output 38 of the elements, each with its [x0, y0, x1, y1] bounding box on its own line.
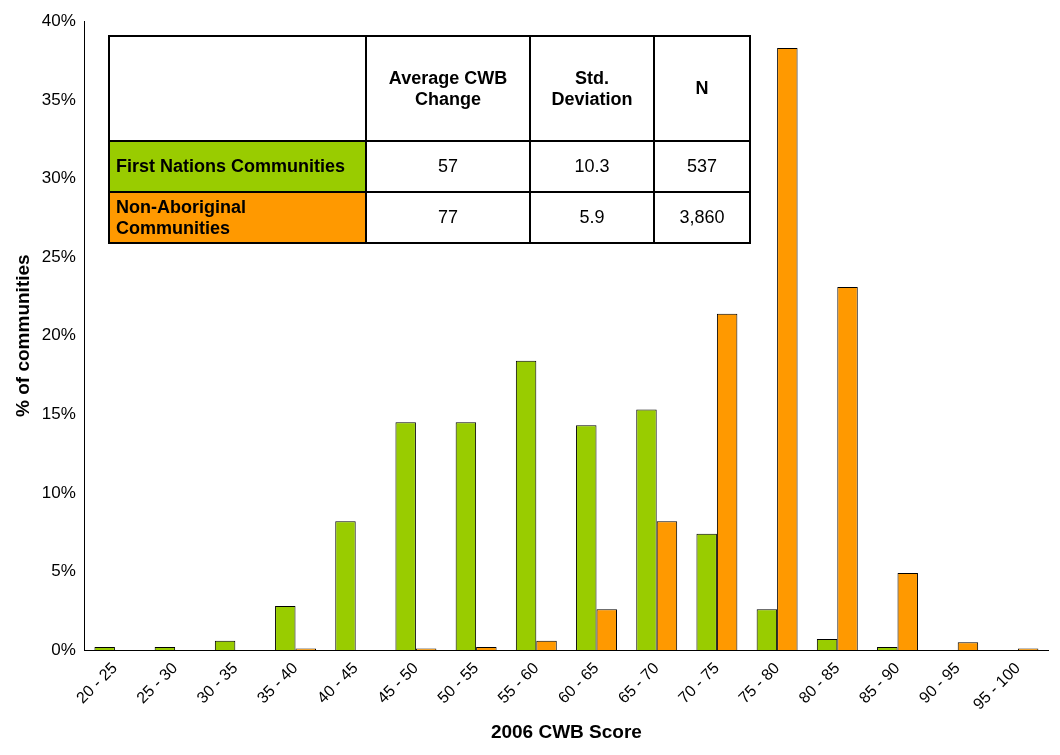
x-tick-label: 85 - 90	[855, 659, 903, 707]
y-tick-label: 40%	[41, 10, 76, 30]
text: Non-Aboriginal Communities	[109, 192, 366, 243]
annotation: 3,860	[654, 192, 750, 243]
x-tick-label: 25 - 30	[133, 659, 181, 707]
y-tick-label: 25%	[41, 246, 76, 266]
x-tick-label: 70 - 75	[674, 659, 723, 707]
annotation: 5.9	[530, 192, 654, 243]
x-tick-label: 65 - 70	[614, 659, 663, 707]
annotation: Average CWB Change	[366, 36, 530, 141]
annotation: 77	[366, 192, 530, 243]
y-tick-label: 20%	[41, 325, 76, 345]
y-tick-label: 10%	[41, 482, 76, 502]
text: First Nations Communities	[109, 141, 366, 192]
y-tick-label: 15%	[41, 403, 76, 423]
y-tick-label: 30%	[41, 168, 76, 188]
y-tick-label: 0%	[51, 639, 76, 659]
x-tick-label: 45 - 50	[373, 659, 422, 707]
y-tick-label: 35%	[41, 89, 76, 109]
annotation: N	[654, 36, 750, 141]
x-tick-label: 55 - 60	[494, 659, 542, 707]
x-tick-label: 80 - 85	[795, 659, 843, 707]
x-tick-label: 30 - 35	[193, 659, 241, 707]
y-tick-label: 5%	[51, 561, 76, 581]
x-tick-label: 60 - 65	[554, 659, 602, 707]
x-axis-title: 2006 CWB Score	[490, 720, 642, 742]
x-tick-label: 35 - 40	[253, 659, 301, 707]
annotation: 57	[366, 141, 530, 192]
annotation: Std. Deviation	[530, 36, 654, 141]
x-tick-label: 75 - 80	[735, 659, 783, 707]
x-tick-label: 95 - 100	[969, 659, 1024, 713]
x-tick-label: 20 - 25	[72, 659, 121, 707]
x-tick-label: 40 - 45	[313, 659, 362, 707]
x-tick-label: 50 - 55	[434, 659, 482, 707]
annotation: 537	[654, 141, 750, 192]
annotation: 10.3	[530, 141, 654, 192]
y-axis-title: % of communities	[11, 254, 33, 417]
x-tick-label: 90 - 95	[915, 659, 964, 707]
